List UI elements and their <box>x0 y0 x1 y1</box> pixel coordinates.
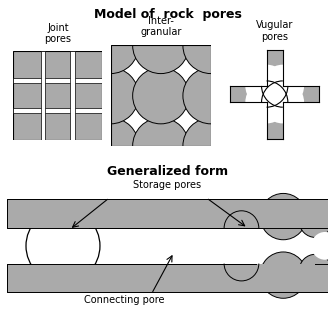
Text: Joint
pores: Joint pores <box>44 23 71 44</box>
Bar <box>89 228 242 264</box>
Circle shape <box>245 65 288 107</box>
Circle shape <box>245 81 288 123</box>
Bar <box>41 51 46 140</box>
Circle shape <box>262 81 304 123</box>
Text: Inter-
granular: Inter- granular <box>140 16 182 37</box>
Bar <box>267 50 283 86</box>
Bar <box>13 108 102 113</box>
Text: Generalized form: Generalized form <box>107 165 228 178</box>
Circle shape <box>26 209 100 283</box>
Bar <box>13 79 102 83</box>
Circle shape <box>224 228 259 263</box>
Circle shape <box>82 68 139 124</box>
Circle shape <box>183 17 239 74</box>
Bar <box>7 199 328 228</box>
Circle shape <box>183 118 239 174</box>
Circle shape <box>260 193 307 240</box>
Bar <box>267 102 283 139</box>
Circle shape <box>262 65 304 107</box>
Bar <box>257 264 315 278</box>
Bar <box>283 86 319 102</box>
Circle shape <box>133 68 189 124</box>
Bar <box>7 199 328 228</box>
Circle shape <box>311 232 335 260</box>
Bar <box>257 214 315 228</box>
Bar <box>7 264 328 292</box>
Circle shape <box>299 205 332 237</box>
Text: Connecting pore: Connecting pore <box>84 295 164 305</box>
Circle shape <box>183 68 239 124</box>
Text: Storage pores: Storage pores <box>133 180 202 190</box>
Circle shape <box>82 118 139 174</box>
Text: Vugular
pores: Vugular pores <box>256 20 293 42</box>
Circle shape <box>133 118 189 174</box>
Bar <box>7 264 328 292</box>
Circle shape <box>82 17 139 74</box>
Bar <box>230 86 267 102</box>
Bar <box>267 86 283 102</box>
Circle shape <box>133 17 189 74</box>
Text: Model of  rock  pores: Model of rock pores <box>93 8 242 21</box>
Circle shape <box>260 252 307 298</box>
Circle shape <box>299 254 332 287</box>
Bar <box>70 51 75 140</box>
